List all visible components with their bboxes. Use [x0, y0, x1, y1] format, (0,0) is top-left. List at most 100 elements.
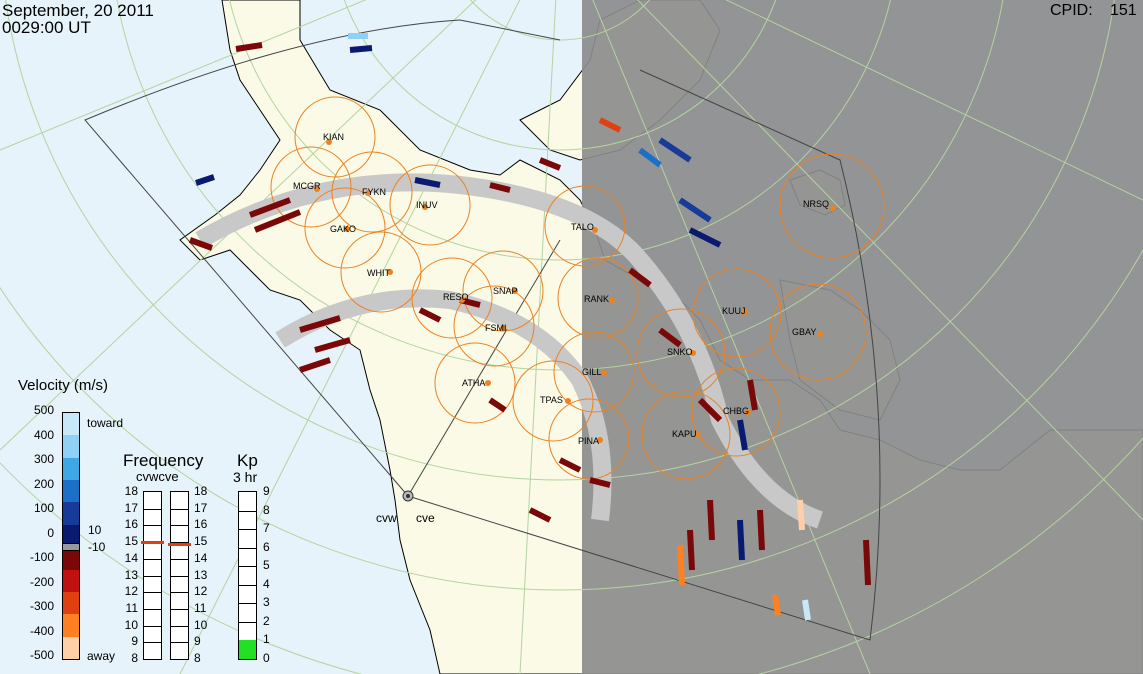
- velocity-color-step: [63, 636, 79, 660]
- radar-label-cvw: cvw: [376, 511, 397, 525]
- station-label: INUV: [416, 200, 438, 210]
- radar-fov-outline: [84, 19, 881, 641]
- frequency-tick-left: 17: [124, 500, 138, 515]
- frequency-tick-right: 13: [194, 567, 208, 582]
- station-circles: [270, 96, 885, 480]
- velocity-tick: 0: [47, 525, 54, 540]
- kp-gridline: [239, 529, 256, 531]
- velocity-color-step: [63, 524, 79, 548]
- frequency-tick-left: 12: [124, 584, 138, 599]
- frequency-tick-left: 14: [124, 550, 138, 565]
- velocity-color-step: [63, 569, 79, 593]
- velocity-tick: 100: [33, 501, 54, 515]
- station-label: GBAY: [792, 327, 817, 337]
- frequency-tick-right: 11: [194, 600, 207, 615]
- velocity-threshold-neg: -10: [88, 540, 106, 554]
- velocity-toward-label: toward: [87, 416, 124, 430]
- station-label: CHBG: [723, 406, 750, 416]
- frequency-gridline: [171, 558, 188, 560]
- frequency-gridline: [144, 642, 161, 644]
- frequency-bar-cve: [168, 491, 191, 660]
- frequency-tick-left: 15: [124, 534, 138, 549]
- station-label: TALO: [571, 222, 594, 232]
- kp-gridline: [239, 510, 256, 512]
- velocity-tick: -100: [29, 550, 54, 564]
- frequency-tick-right: 12: [194, 584, 208, 599]
- station-label: MCGR: [293, 181, 321, 191]
- frequency-tick-right: 14: [194, 550, 208, 565]
- frequency-gridline: [171, 625, 188, 627]
- frequency-gridline: [144, 608, 161, 610]
- kp-tick: 0: [263, 651, 270, 665]
- velocity-tick: 300: [33, 452, 54, 466]
- date-label: September, 20 2011: [2, 1, 154, 20]
- frequency-gridline: [144, 592, 161, 594]
- kp-tick: 4: [263, 576, 270, 591]
- kp-gridline: [239, 603, 256, 605]
- kp-title: Kp: [237, 451, 258, 470]
- frequency-gridline: [171, 592, 188, 594]
- kp-tick: 6: [263, 539, 270, 554]
- station-label: PINA: [578, 436, 600, 446]
- frequency-gridline: [171, 542, 188, 544]
- frequency-tick-right: 18: [194, 484, 208, 498]
- frequency-gridline: [144, 558, 161, 560]
- kp-gridline: [239, 547, 256, 549]
- kp-tick: 9: [263, 484, 270, 498]
- time-label: 0029:00 UT: [2, 18, 91, 37]
- frequency-bar-cvw: [141, 491, 164, 660]
- frequency-tick-left: 16: [124, 517, 138, 532]
- kp-tick: 5: [263, 558, 270, 573]
- frequency-tick-right: 17: [194, 500, 208, 515]
- frequency-tick-right: 8: [194, 651, 201, 665]
- frequency-gridline: [144, 625, 161, 627]
- station-label: FYKN: [362, 187, 387, 197]
- station-label: SNAP: [493, 286, 518, 296]
- frequency-gridline: [171, 508, 188, 510]
- velocity-color-step: [63, 547, 79, 571]
- station-label: WHIT: [367, 268, 390, 278]
- velocity-color-step: [63, 435, 79, 459]
- frequency-tick-left: 13: [124, 567, 138, 582]
- kp-tick: 1: [263, 632, 270, 647]
- frequency-tick-left: 8: [131, 651, 138, 665]
- frequency-tick-left: 10: [124, 617, 138, 632]
- velocity-color-step: [63, 591, 79, 615]
- kp-bar: [238, 491, 257, 660]
- velocity-tick: -300: [29, 599, 54, 613]
- cpid-value: 151: [1110, 2, 1137, 19]
- kp-tick: 8: [263, 502, 270, 517]
- frequency-tick-right: 15: [194, 534, 208, 549]
- station-label: RESO: [443, 292, 469, 302]
- night-terminator: [582, 0, 1143, 674]
- frequency-gridline: [171, 575, 188, 577]
- frequency-gridline: [144, 525, 161, 527]
- frequency-subtitle: cvwcve: [136, 469, 179, 484]
- station-label: FSMI: [485, 323, 507, 333]
- velocity-color-step: [63, 614, 79, 638]
- cpid-label: CPID:: [1050, 2, 1093, 19]
- station-dots: [314, 139, 836, 443]
- frequency-tick-left: 9: [131, 634, 138, 649]
- frequency-gridline: [144, 575, 161, 577]
- station-label: ATHA: [462, 378, 486, 388]
- velocity-tick: -400: [29, 623, 54, 638]
- station-label: GAKO: [330, 224, 357, 234]
- station-label: SNKO: [667, 347, 693, 357]
- frequency-gridline: [171, 525, 188, 527]
- velocity-colorbar: [62, 412, 80, 660]
- frequency-marker: [141, 541, 164, 545]
- frequency-tick-right: 10: [194, 617, 208, 632]
- velocity-tick: -200: [29, 574, 54, 589]
- frequency-title: Frequency: [123, 451, 204, 470]
- velocity-color-step: [63, 413, 79, 436]
- velocity-zero-band: [63, 543, 79, 552]
- kp-gridline: [239, 566, 256, 568]
- kp-tick: 2: [263, 613, 270, 628]
- kp-fill: [239, 640, 256, 659]
- station-label: TPAS: [540, 395, 563, 405]
- velocity-scale-title: Velocity (m/s): [18, 377, 109, 394]
- velocity-threshold-pos: 10: [88, 523, 102, 537]
- station-label: GILL: [582, 367, 602, 377]
